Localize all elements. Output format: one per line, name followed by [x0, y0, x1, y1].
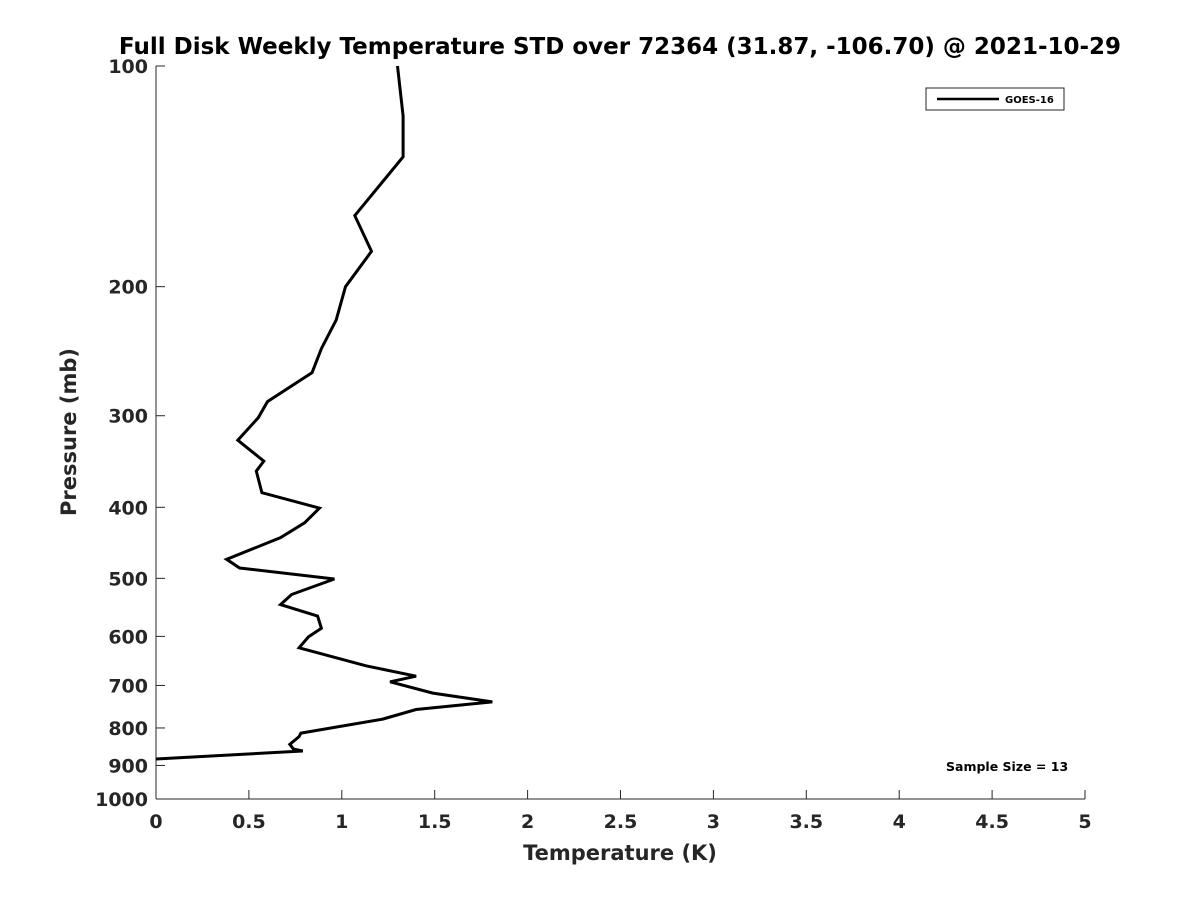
- y-axis-label: Pressure (mb): [57, 348, 81, 516]
- x-tick-label: 2.5: [604, 811, 638, 833]
- y-tick-label: 400: [108, 497, 148, 519]
- x-tick-label: 1.5: [418, 811, 452, 833]
- y-tick-label: 100: [108, 56, 148, 78]
- y-tick-label: 700: [108, 675, 148, 697]
- x-tick-label: 5: [1078, 811, 1091, 833]
- series-layer: [155, 65, 493, 761]
- y-tick-label: 500: [108, 568, 148, 590]
- x-tick-label: 4: [893, 811, 906, 833]
- x-tick-label: 0.5: [232, 811, 266, 833]
- x-tick-label: 2: [521, 811, 534, 833]
- series-line-0: [155, 65, 493, 761]
- x-ticks: 0 0.5 1 1.5 2 2.5 3 3.5 4 4.5 5: [149, 790, 1092, 833]
- y-tick-label: 600: [108, 626, 148, 648]
- y-ticks: 100 200 300 400 500 600 700 800 900 1000: [95, 56, 165, 811]
- x-tick-label: 3: [707, 811, 720, 833]
- axes: [155, 66, 1085, 800]
- x-tick-label: 3.5: [789, 811, 823, 833]
- y-tick-label: 900: [108, 755, 148, 777]
- x-tick-label: 1: [335, 811, 348, 833]
- y-tick-label: 800: [108, 718, 148, 740]
- y-tick-label: 1000: [95, 789, 148, 811]
- x-tick-label: 4.5: [975, 811, 1009, 833]
- sample-size-annotation: Sample Size = 13: [946, 759, 1068, 774]
- chart-title: Full Disk Weekly Temperature STD over 72…: [119, 34, 1121, 60]
- x-tick-label: 0: [149, 811, 162, 833]
- y-tick-label: 200: [108, 277, 148, 299]
- legend-label: GOES-16: [1005, 95, 1054, 106]
- x-axis-label: Temperature (K): [523, 841, 717, 865]
- y-tick-label: 300: [108, 406, 148, 428]
- legend: GOES-16: [925, 87, 1065, 111]
